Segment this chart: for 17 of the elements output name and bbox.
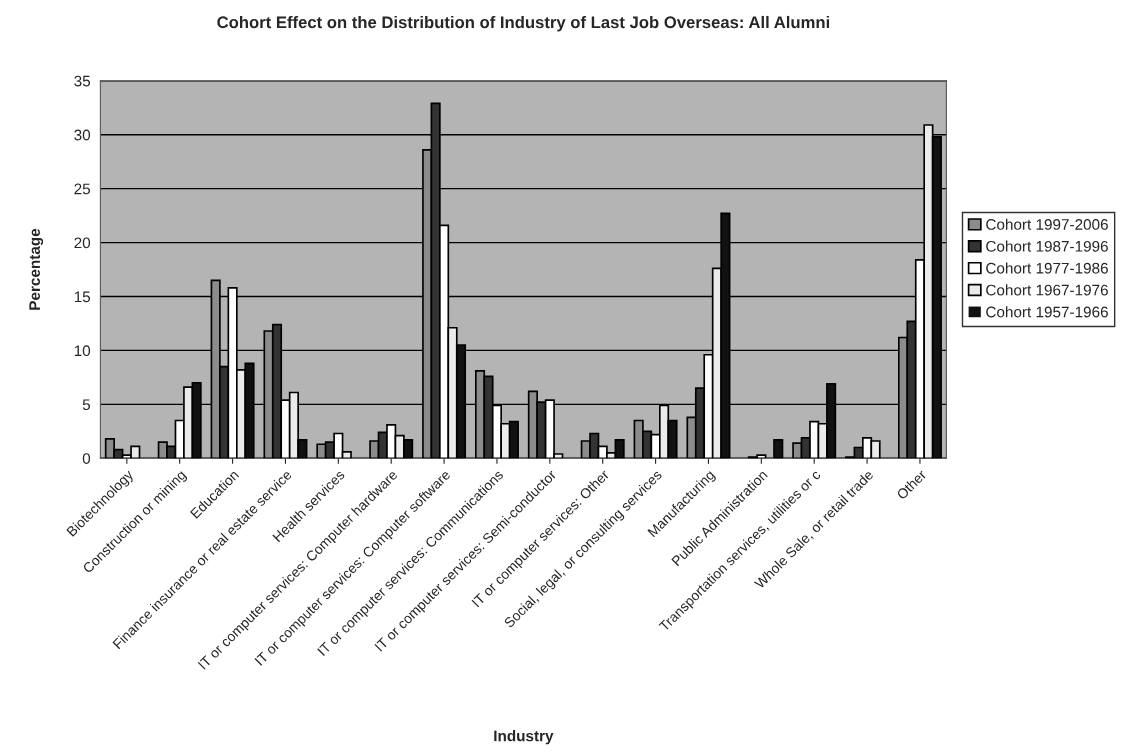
y-tick-label: 10 [74,345,91,357]
legend-label: Cohort 1967-1976 [986,284,1108,296]
y-tick-label: 15 [74,291,91,303]
y-tick-label: 0 [82,453,91,464]
x-axis-title: Industry [494,730,554,745]
y-tick-label: 20 [74,237,91,249]
y-tick-label: 30 [74,129,91,141]
bar [773,439,784,459]
y-axis-title: Percentage [29,228,44,310]
legend-label: Cohort 1997-2006 [986,218,1108,230]
chart-title: Cohort Effect on the Distribution of Industry of Last Job Overseas: All Alumni [217,15,830,32]
legend-label: Cohort 1977-1986 [986,262,1108,274]
legend-label: Cohort 1987-1996 [986,240,1108,252]
y-tick-label: 35 [74,75,91,87]
y-tick-label: 25 [74,183,91,195]
y-tick-label: 5 [82,399,91,411]
legend-label: Cohort 1957-1966 [986,306,1108,318]
